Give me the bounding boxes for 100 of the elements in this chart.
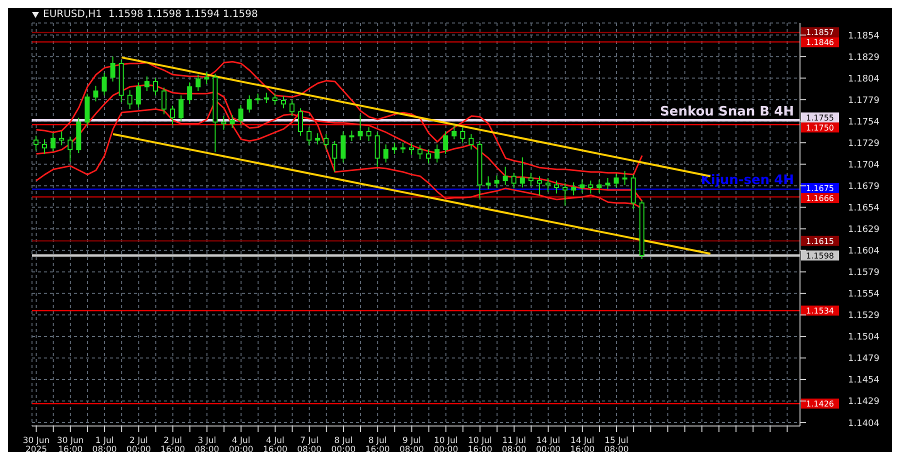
x-tick-label: 30 Jun 16:00 xyxy=(56,436,84,455)
x-tick-label: 4 Jul 16:00 xyxy=(262,436,288,455)
candlestick xyxy=(614,173,619,188)
candlestick xyxy=(230,114,235,129)
ref-line-label: 1.1846 xyxy=(806,38,834,48)
annotation: Kijun-sen 4H xyxy=(700,173,794,188)
x-tick-label: 10 Jul 16:00 xyxy=(468,436,492,455)
candlestick xyxy=(340,131,346,163)
candlestick xyxy=(426,149,432,164)
line-series xyxy=(36,61,643,176)
candlestick xyxy=(596,179,602,194)
ref-line-label: 1.1750 xyxy=(806,123,834,132)
candlestick xyxy=(152,78,158,96)
candlestick xyxy=(42,138,48,154)
y-tick-label: 1.1679 xyxy=(848,182,880,192)
y-tick-label: 1.1779 xyxy=(848,96,880,106)
candlestick xyxy=(511,172,516,189)
candlestick xyxy=(366,126,372,142)
x-tick-label: 7 Jul 08:00 xyxy=(297,436,322,455)
candlestick xyxy=(178,94,184,122)
candlestick xyxy=(144,76,150,92)
y-tick-label: 1.1554 xyxy=(848,290,880,300)
y-tick-label: 1.1454 xyxy=(848,376,880,386)
candlestick xyxy=(255,93,260,104)
candlestick xyxy=(554,180,560,194)
candlestick xyxy=(264,92,269,104)
x-tick-label: 10 Jul 00:00 xyxy=(434,436,458,455)
candlestick xyxy=(59,131,64,146)
y-tick-label: 1.1504 xyxy=(848,332,880,343)
candlestick xyxy=(494,174,500,188)
ref-line-label: 1.1755 xyxy=(806,113,834,122)
candlestick xyxy=(170,105,176,126)
ref-line-label: 1.1857 xyxy=(806,28,834,38)
x-tick-label: 30 Jun 2025 xyxy=(22,436,50,455)
annotation: Senkou Snan B 4H xyxy=(660,104,794,120)
ref-line-label: 1.1534 xyxy=(806,306,834,316)
x-tick-label: 1 Jul 08:00 xyxy=(92,436,117,455)
candlestick xyxy=(580,179,585,194)
y-tick-label: 1.1754 xyxy=(848,117,880,128)
candlestick xyxy=(392,142,397,154)
candlestick xyxy=(221,116,226,130)
candlestick xyxy=(400,142,406,154)
candlestick xyxy=(486,176,491,190)
y-tick-label: 1.1429 xyxy=(848,397,880,408)
y-tick-label: 1.1629 xyxy=(848,225,880,235)
candlestick xyxy=(452,124,457,140)
y-tick-label: 1.1479 xyxy=(848,354,880,364)
candlestick xyxy=(93,85,98,102)
candlestick xyxy=(605,178,610,190)
candlestick xyxy=(468,134,474,150)
candlestick xyxy=(68,136,73,162)
candlestick xyxy=(272,93,278,106)
y-tick-label: 1.1404 xyxy=(848,418,880,429)
x-tick-label: 2 Jul 00:00 xyxy=(126,436,151,455)
ref-line-label: 1.1675 xyxy=(806,184,834,194)
candlestick xyxy=(196,74,201,92)
candlestick xyxy=(290,99,294,116)
x-tick-label: 8 Jul 16:00 xyxy=(365,436,390,455)
x-tick-label: 9 Jul 08:00 xyxy=(399,436,424,455)
candlestick xyxy=(520,156,525,188)
candlestick xyxy=(315,132,320,145)
candlestick xyxy=(332,140,338,172)
candlestick xyxy=(408,143,414,156)
candlestick xyxy=(306,126,312,146)
y-tick-label: 1.1854 xyxy=(848,31,880,42)
x-tick-label: 14 Jul 16:00 xyxy=(570,436,595,455)
candlestick xyxy=(383,144,388,163)
candlestick xyxy=(546,178,550,192)
candlestick xyxy=(324,134,329,150)
candlestick xyxy=(374,132,380,168)
candlestick xyxy=(187,82,192,104)
y-tick-label: 1.1729 xyxy=(848,138,880,149)
candlestick xyxy=(238,104,244,126)
candlestick xyxy=(528,172,534,186)
y-tick-label: 1.1654 xyxy=(848,203,880,214)
candlestick xyxy=(102,72,107,96)
y-tick-label: 1.1804 xyxy=(848,74,880,84)
candlestick xyxy=(280,96,286,109)
x-tick-label: 2 Jul 16:00 xyxy=(160,436,186,455)
ref-line-label: 1.1426 xyxy=(806,400,834,409)
candlestick xyxy=(443,131,448,154)
x-tick-label: 14 Jul 00:00 xyxy=(536,436,561,455)
y-tick-label: 1.1829 xyxy=(848,52,880,63)
y-tick-label: 1.1704 xyxy=(848,160,880,170)
x-tick-label: 15 Jul 08:00 xyxy=(604,436,629,455)
ref-line-label: 1.1615 xyxy=(806,236,834,246)
candlestick xyxy=(34,135,38,151)
y-tick-label: 1.1579 xyxy=(848,268,880,278)
candlestick xyxy=(460,126,466,144)
candlestick xyxy=(358,114,363,141)
candlestick xyxy=(502,166,508,186)
candlestick xyxy=(50,132,56,152)
candlestick xyxy=(434,144,440,163)
candlestick xyxy=(588,180,594,194)
candlestick xyxy=(571,182,576,196)
candlestick xyxy=(204,72,210,85)
candlestick xyxy=(562,182,568,206)
candlestick xyxy=(246,94,252,114)
candlestick xyxy=(162,87,166,115)
x-tick-label: 11 Jul 08:00 xyxy=(502,436,526,455)
